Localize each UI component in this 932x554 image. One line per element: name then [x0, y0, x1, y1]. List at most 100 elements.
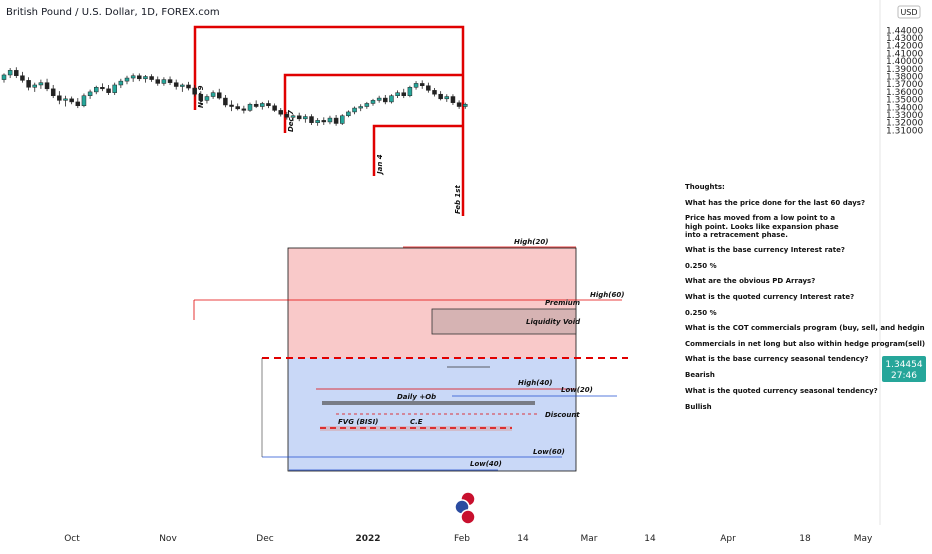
candle-body	[450, 96, 456, 103]
candle-body	[426, 85, 431, 91]
thoughts-notes: Thoughts: What has the price done for the…	[685, 183, 925, 411]
note-line: Price has moved from a low point to a	[685, 214, 835, 222]
liquidity-void-box	[431, 308, 577, 335]
price-tick: 1.40000	[886, 57, 923, 67]
discount-zone	[288, 358, 576, 471]
bracket-nov9	[193, 25, 465, 216]
candle-body	[463, 103, 468, 107]
candle-body	[87, 91, 93, 97]
countdown-label: 27:46	[891, 371, 917, 381]
candle-body	[296, 115, 302, 120]
price-tick: 1.39000	[886, 65, 923, 75]
high20-label: High(20)	[514, 238, 548, 246]
candle-body	[155, 79, 160, 84]
time-axis[interactable]: Oct Nov Dec 2022 Feb 14 Mar 14 Apr 18 Ma…	[64, 534, 873, 544]
currency-badge[interactable]	[897, 5, 921, 19]
current-price-badge	[882, 356, 926, 382]
candles-group	[1, 67, 468, 126]
date-label-dec7: Dec 7	[287, 110, 295, 132]
candle-body	[210, 92, 216, 97]
candle-body	[401, 92, 406, 96]
candle-body	[333, 117, 339, 124]
flag-icons[interactable]	[454, 491, 476, 525]
candle-body	[63, 98, 68, 101]
uk-flag-icon-2[interactable]	[460, 509, 476, 525]
note-line: Commercials in net long but also within …	[685, 340, 925, 348]
candle-body	[444, 96, 450, 100]
time-tick-feb: Feb	[454, 534, 470, 544]
dealing-range-box	[287, 247, 577, 472]
price-tick: 1.34000	[886, 103, 923, 113]
note-line: 0.250 %	[685, 309, 717, 317]
price-tick: 1.33000	[886, 111, 923, 121]
note-line: What is the quoted currency seasonal ten…	[685, 387, 878, 395]
candle-body	[112, 84, 117, 93]
candle-body	[364, 103, 370, 107]
candle-body	[395, 92, 400, 96]
daily-ob-label: Daily +Ob	[397, 393, 436, 401]
candle-body	[419, 83, 425, 86]
price-axis[interactable]: 1.440001.430001.420001.410001.400001.390…	[886, 26, 923, 136]
candle-body	[38, 82, 44, 86]
price-tick: 1.37000	[886, 80, 923, 90]
price-tick: 1.43000	[886, 34, 923, 44]
candle-body	[383, 97, 388, 103]
candle-body	[180, 84, 185, 87]
candle-body	[204, 96, 210, 101]
price-tick: 1.42000	[886, 42, 923, 52]
note-line: What is the quoted currency Interest rat…	[685, 293, 854, 301]
candle-body	[315, 120, 320, 123]
time-tick-14-feb: 14	[517, 534, 529, 544]
price-tick: 1.44000	[886, 26, 923, 36]
candle-body	[278, 110, 283, 115]
candle-body	[69, 98, 74, 103]
low60-label: Low(60)	[533, 448, 565, 456]
candle-body	[370, 100, 376, 104]
candle-body	[1, 74, 7, 80]
candle-body	[143, 76, 148, 80]
candle-body	[124, 77, 130, 82]
low20-label: Low(20)	[561, 386, 593, 394]
candle-body	[321, 120, 327, 123]
candle-body	[50, 88, 56, 96]
candle-body	[186, 84, 191, 89]
candle-body	[309, 116, 314, 123]
candle-body	[14, 70, 19, 76]
price-tick: 1.36000	[886, 88, 923, 98]
liquidity-void-label: Liquidity Void	[526, 318, 581, 326]
candle-body	[346, 111, 351, 117]
candle-body	[167, 79, 173, 83]
price-tick: 1.41000	[886, 49, 923, 59]
current-price-label: 1.34454	[885, 360, 922, 370]
candle-body	[26, 80, 31, 88]
candle-body	[260, 103, 265, 107]
candle-body	[358, 106, 363, 109]
bracket-jan4	[372, 124, 463, 176]
low40-label: Low(40)	[470, 460, 502, 468]
time-tick-18: 18	[799, 534, 811, 544]
candle-body	[44, 82, 50, 90]
candle-body	[137, 75, 142, 80]
candle-body	[376, 97, 382, 101]
ce-label: C.E	[410, 418, 423, 426]
candle-body	[284, 113, 290, 118]
bracket-dec7	[283, 73, 463, 133]
price-tick: 1.32000	[886, 119, 923, 129]
candle-body	[118, 80, 124, 86]
candle-body	[438, 93, 443, 100]
note-line: Bullish	[685, 403, 712, 411]
candle-body	[432, 90, 437, 95]
candle-body	[223, 97, 228, 106]
premium-label: Premium	[545, 299, 580, 307]
daily-ob-box	[322, 401, 535, 405]
candle-body	[407, 87, 413, 96]
candle-body	[272, 105, 277, 111]
time-tick-may: May	[854, 534, 873, 544]
time-tick-14-mar: 14	[644, 534, 656, 544]
candle-body	[75, 101, 81, 107]
time-tick-dec: Dec	[256, 534, 273, 544]
chart-title: British Pound / U.S. Dollar, 1D, FOREX.c…	[6, 7, 220, 18]
price-tick: 1.35000	[886, 96, 923, 106]
